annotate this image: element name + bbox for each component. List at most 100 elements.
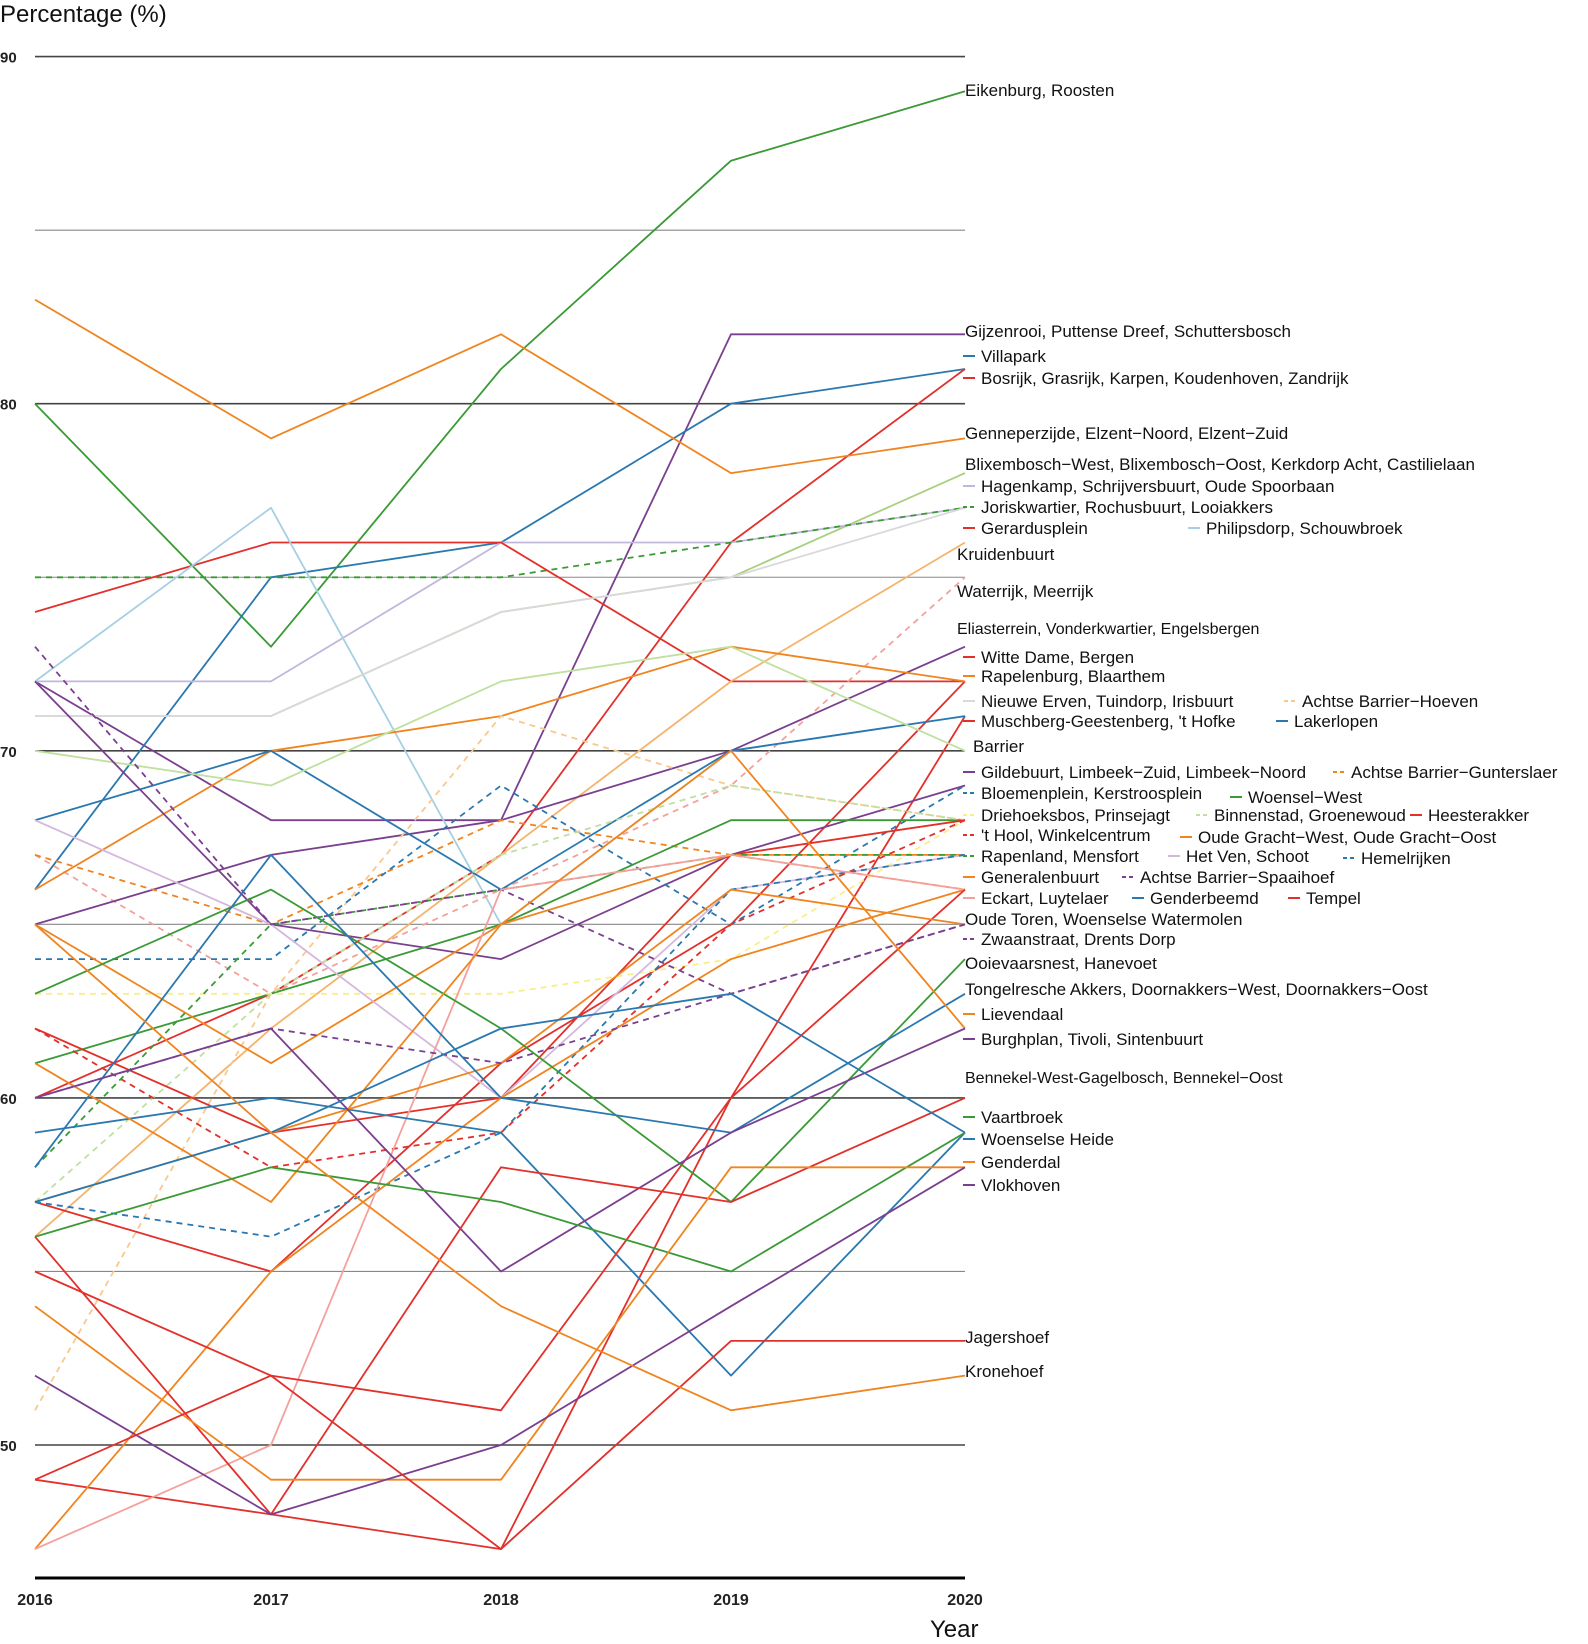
series-line — [34, 819, 966, 926]
series-label: Philipsdorp, Schouwbroek — [1206, 519, 1403, 538]
series-label: Nieuwe Erven, Tuindorp, Irisbuurt — [981, 692, 1234, 711]
series-line — [35, 819, 966, 995]
series-label: Genderbeemd — [1150, 889, 1259, 908]
series-label: Vaartbroek — [981, 1108, 1063, 1127]
series-line — [34, 298, 966, 475]
series-label: Lakerlopen — [1294, 712, 1378, 731]
x-tick-label: 2020 — [947, 1592, 983, 1609]
series-line — [34, 888, 966, 1550]
series-label: Oude Gracht−West, Oude Gracht−Oost — [1198, 828, 1497, 847]
series-label: Eliasterrein, Vonderkwartier, Engelsberg… — [957, 621, 1259, 638]
series-label: Burghplan, Tivoli, Sintenbuurt — [981, 1030, 1203, 1049]
series-label: Generalenbuurt — [981, 868, 1099, 887]
series-labels: Eikenburg, Roosten Gijzenrooi, Puttense D… — [957, 81, 1558, 1381]
series-line — [34, 1340, 965, 1550]
series-line — [34, 854, 966, 1238]
y-tick-label: 90 — [0, 50, 17, 67]
series-label: Barrier — [973, 737, 1024, 756]
series-line — [34, 1166, 966, 1516]
series-label: Binnenstad, Groenewoud — [1214, 806, 1406, 825]
series-line — [34, 1131, 966, 1273]
y-tick-label: 60 — [0, 1091, 17, 1108]
series-label: Lievendaal — [981, 1005, 1063, 1024]
series-label: Gerardusplein — [981, 519, 1088, 538]
series-label: Eckart, Luytelaer — [981, 889, 1109, 908]
series-label: Hagenkamp, Schrijversbuurt, Oude Spoorba… — [981, 477, 1334, 496]
series-line — [34, 645, 966, 787]
series-line — [34, 680, 966, 1273]
series-label: Genderdal — [981, 1153, 1060, 1172]
y-tick-labels: 90 80 70 60 50 — [0, 50, 17, 1455]
y-axis-label: Percentage (%) — [0, 1, 167, 28]
series-label: Tongelresche Akkers, Doornakkers−West, D… — [965, 980, 1428, 999]
series-line — [34, 854, 966, 1550]
series-label: Zwaanstraat, Drents Dorp — [981, 930, 1176, 949]
series-line — [34, 888, 966, 1203]
y-tick-label: 80 — [0, 397, 17, 414]
x-tick-label: 2016 — [17, 1592, 53, 1609]
series-label: Bloemenplein, Kerstroosplein — [981, 784, 1202, 803]
y-tick-label: 70 — [0, 744, 17, 761]
series-line — [34, 749, 966, 1203]
x-tick-labels: 2016 2017 2018 2019 2020 — [17, 1592, 983, 1609]
series-label: Woensel−West — [1248, 788, 1362, 807]
series-label: Eikenburg, Roosten — [965, 81, 1114, 100]
series-line — [34, 888, 966, 1203]
series-label: Woenselse Heide — [981, 1130, 1114, 1149]
series-label: Kruidenbuurt — [957, 545, 1055, 564]
series-line — [34, 854, 965, 1168]
series-line — [35, 506, 966, 683]
series-label: Achtse Barrier−Spaaihoef — [1140, 868, 1334, 887]
series-line — [34, 1027, 966, 1273]
series-label: Witte Dame, Bergen — [981, 648, 1134, 667]
series-label: Achtse Barrier−Gunterslaer — [1351, 763, 1558, 782]
series-label: Oude Toren, Woenselse Watermolen — [965, 910, 1243, 929]
series-line — [34, 819, 966, 1134]
x-tick-label: 2017 — [253, 1592, 289, 1609]
series-label: Kronehoef — [965, 1362, 1044, 1381]
x-tick-label: 2018 — [483, 1592, 519, 1609]
series-label: Bennekel-West-Gagelbosch, Bennekel−Oost — [965, 1070, 1283, 1087]
x-tick-label: 2019 — [713, 1592, 749, 1609]
series-line — [35, 506, 966, 717]
series-label: Bosrijk, Grasrijk, Karpen, Koudenhoven, … — [981, 369, 1349, 388]
series-label: Rapelenburg, Blaarthem — [981, 667, 1165, 686]
series-line — [34, 923, 966, 1099]
series-label: Ooievaarsnest, Hanevoet — [965, 954, 1157, 973]
series-label: Achtse Barrier−Hoeven — [1302, 692, 1478, 711]
series-label: Gijzenrooi, Puttense Dreef, Schuttersbos… — [965, 322, 1291, 341]
series-label: Tempel — [1306, 889, 1361, 908]
series-line — [34, 1097, 966, 1377]
series-line — [34, 854, 966, 1168]
series-label: Hemelrijken — [1361, 849, 1451, 868]
series-line — [34, 680, 966, 960]
series-label: Joriskwartier, Rochusbuurt, Looiakkers — [981, 498, 1273, 517]
series-label: Jagershoef — [965, 1328, 1049, 1347]
series-label: Vlokhoven — [981, 1176, 1060, 1195]
series-label: Blixembosch−West, Blixembosch−Oost, Kerk… — [965, 455, 1475, 474]
series-label: Het Ven, Schoot — [1186, 847, 1309, 866]
y-tick-label: 50 — [0, 1438, 17, 1455]
series-label: Heesterakker — [1428, 806, 1529, 825]
series-line — [34, 992, 966, 1203]
series-label: Waterrijk, Meerrijk — [957, 582, 1094, 601]
series-label: Driehoeksbos, Prinsejagt — [981, 806, 1170, 825]
series-line — [34, 923, 966, 1412]
series-lines — [34, 90, 966, 1550]
series-label: Genneperzijde, Elzent−Noord, Elzent−Zuid — [965, 424, 1288, 443]
series-label: Rapenland, Mensfort — [981, 847, 1139, 866]
series-line — [34, 645, 966, 891]
series-line — [35, 472, 966, 717]
series-line — [34, 368, 966, 1099]
series-label: Gildebuurt, Limbeek−Zuid, Limbeek−Noord — [981, 763, 1306, 782]
gridlines — [35, 55, 965, 1446]
series-label: 't Hool, Winkelcentrum — [981, 826, 1151, 845]
series-line — [34, 368, 966, 891]
series-label: Muschberg-Geestenberg, 't Hofke — [981, 712, 1236, 731]
series-label: Villapark — [981, 347, 1046, 366]
x-axis-label: Year — [930, 1616, 979, 1643]
series-line — [35, 506, 966, 579]
series-line — [34, 888, 966, 1412]
series-line — [34, 90, 966, 648]
